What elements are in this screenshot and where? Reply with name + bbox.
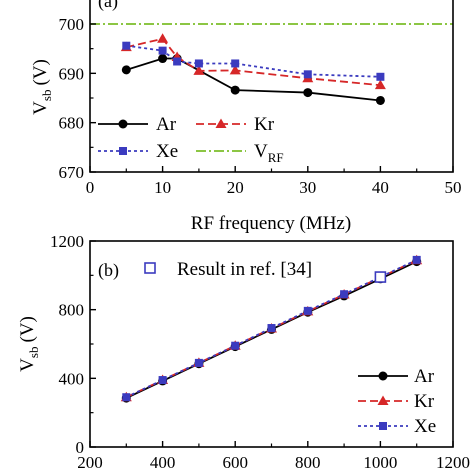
panel-a-y-tick-label: 700 bbox=[59, 15, 85, 34]
legend-xe-label: Xe bbox=[156, 141, 178, 162]
panel-b-x-tick-label: 800 bbox=[295, 453, 321, 472]
legend-ar-label: Ar bbox=[156, 114, 177, 135]
panel-b-series-xe-point bbox=[122, 393, 131, 402]
panel-a-x-tick-label: 0 bbox=[86, 178, 95, 197]
legend-ar-marker bbox=[118, 119, 128, 129]
panel-a-legend: Ar Kr Xe VRF bbox=[98, 114, 284, 165]
panel-a-y-axis-label: Vsb (V) bbox=[30, 59, 54, 115]
panel-a-x-tick-label: 10 bbox=[154, 178, 171, 197]
panel-b-y-axis-unit: (V) bbox=[17, 316, 38, 342]
panel-a-series-xe-point bbox=[194, 59, 203, 68]
panel-b-y-tick-label: 0 bbox=[76, 438, 85, 457]
panel-b-x-tick-label: 600 bbox=[222, 453, 248, 472]
panel-a-x-axis-label: RF frequency (MHz) bbox=[191, 213, 351, 234]
panel-b: 200 400 600 800 1000 1200 0 400 800 1200 Vsb (V) (… bbox=[17, 232, 470, 472]
panel-b-series-xe-point bbox=[303, 306, 312, 315]
panel-b-series-xe-point bbox=[340, 290, 349, 299]
panel-a-series-xe-point bbox=[376, 72, 385, 81]
legend-kr-label: Kr bbox=[254, 114, 275, 135]
panel-a-y-tick-label: 690 bbox=[59, 64, 85, 83]
panel-b-y-tick-label: 400 bbox=[59, 369, 85, 388]
panel-b-x-tick-label: 1000 bbox=[363, 453, 397, 472]
panel-a-series-xe-point bbox=[173, 57, 182, 66]
panel-b-legend: Ar Kr Xe bbox=[358, 366, 436, 437]
panel-b-series-xe-point bbox=[231, 341, 240, 350]
panel-a-frame bbox=[89, 0, 454, 173]
panel-a-series-ar-point bbox=[158, 54, 168, 64]
legend-b-xe-marker bbox=[379, 422, 387, 430]
panel-a-x-tick-label: 40 bbox=[372, 178, 389, 197]
panel-b-ticks: 200 400 600 800 1000 1200 0 400 800 1200 bbox=[50, 232, 470, 472]
panel-b-reference-point bbox=[374, 271, 387, 283]
panel-a-label: (a) bbox=[98, 0, 118, 12]
panel-b-x-tick-label: 1200 bbox=[436, 453, 470, 472]
panel-a-x-tick-label: 30 bbox=[299, 178, 316, 197]
panel-a-plot-area bbox=[90, 23, 453, 105]
panel-a-series-kr-point bbox=[193, 65, 205, 75]
panel-a-ticks: 0 10 20 30 40 50 670 680 690 700 bbox=[59, 15, 462, 197]
panel-a-series-ar-point bbox=[303, 88, 313, 98]
panel-a-y-tick-label: 670 bbox=[59, 163, 85, 182]
panel-b-x-tick-label: 400 bbox=[150, 453, 176, 472]
panel-a-series-ar-point bbox=[230, 85, 240, 95]
panel-a: (a) 0 10 20 30 40 50 670 680 690 700 RF frequency… bbox=[30, 0, 462, 234]
panel-b-series-xe-point bbox=[412, 255, 421, 264]
legend-vrf-symbol: V bbox=[254, 141, 268, 162]
panel-a-series-kr-point bbox=[157, 33, 169, 43]
legend-b-kr-label: Kr bbox=[414, 391, 435, 412]
legend-ref-label: Result in ref. [34] bbox=[177, 259, 312, 280]
panel-b-y-axis-label: Vsb (V) bbox=[17, 316, 41, 372]
panel-a-y-tick-label: 680 bbox=[59, 114, 85, 133]
legend-kr-marker bbox=[215, 118, 227, 128]
panel-a-y-axis-subscript: sb bbox=[39, 90, 54, 102]
panel-a-series-ar-point bbox=[121, 65, 131, 75]
legend-xe-marker bbox=[119, 147, 127, 155]
legend-ref-marker bbox=[144, 262, 156, 274]
panel-a-series-ar-line bbox=[126, 57, 381, 102]
panel-b-plot-area bbox=[120, 254, 423, 403]
panel-a-x-tick-label: 50 bbox=[445, 178, 462, 197]
panel-b-series-xe-point bbox=[194, 358, 203, 367]
panel-b-y-axis-symbol: V bbox=[17, 358, 38, 372]
legend-b-xe-label: Xe bbox=[414, 416, 436, 437]
panel-b-y-axis-subscript: sb bbox=[26, 347, 41, 359]
panel-a-series-kr-point bbox=[229, 64, 241, 75]
legend-vrf-subscript: RF bbox=[268, 150, 284, 165]
panel-a-series-xe-point bbox=[303, 70, 312, 79]
panel-a-y-axis-unit: (V) bbox=[30, 59, 51, 85]
legend-vrf-label: VRF bbox=[254, 141, 284, 165]
panel-a-x-tick-label: 20 bbox=[227, 178, 244, 197]
panel-a-y-axis-symbol: V bbox=[30, 101, 51, 115]
panel-b-x-tick-label: 200 bbox=[77, 453, 103, 472]
panel-a-series-xe-point bbox=[122, 41, 131, 50]
panel-b-y-tick-label: 800 bbox=[59, 301, 85, 320]
panel-b-series-xe-point bbox=[267, 324, 276, 333]
legend-b-ar-marker bbox=[378, 371, 388, 381]
panel-b-y-tick-label: 1200 bbox=[50, 232, 84, 251]
legend-b-kr-marker bbox=[377, 395, 389, 405]
panel-b-label: (b) bbox=[98, 260, 119, 281]
panel-b-series-xe-point bbox=[158, 376, 167, 385]
legend-b-ar-label: Ar bbox=[414, 366, 435, 387]
panel-a-series-ar-point bbox=[375, 95, 385, 105]
panel-a-series-xe-point bbox=[158, 46, 167, 55]
panel-a-series-xe-point bbox=[231, 59, 240, 68]
panel-a-series-kr-point bbox=[374, 79, 386, 90]
